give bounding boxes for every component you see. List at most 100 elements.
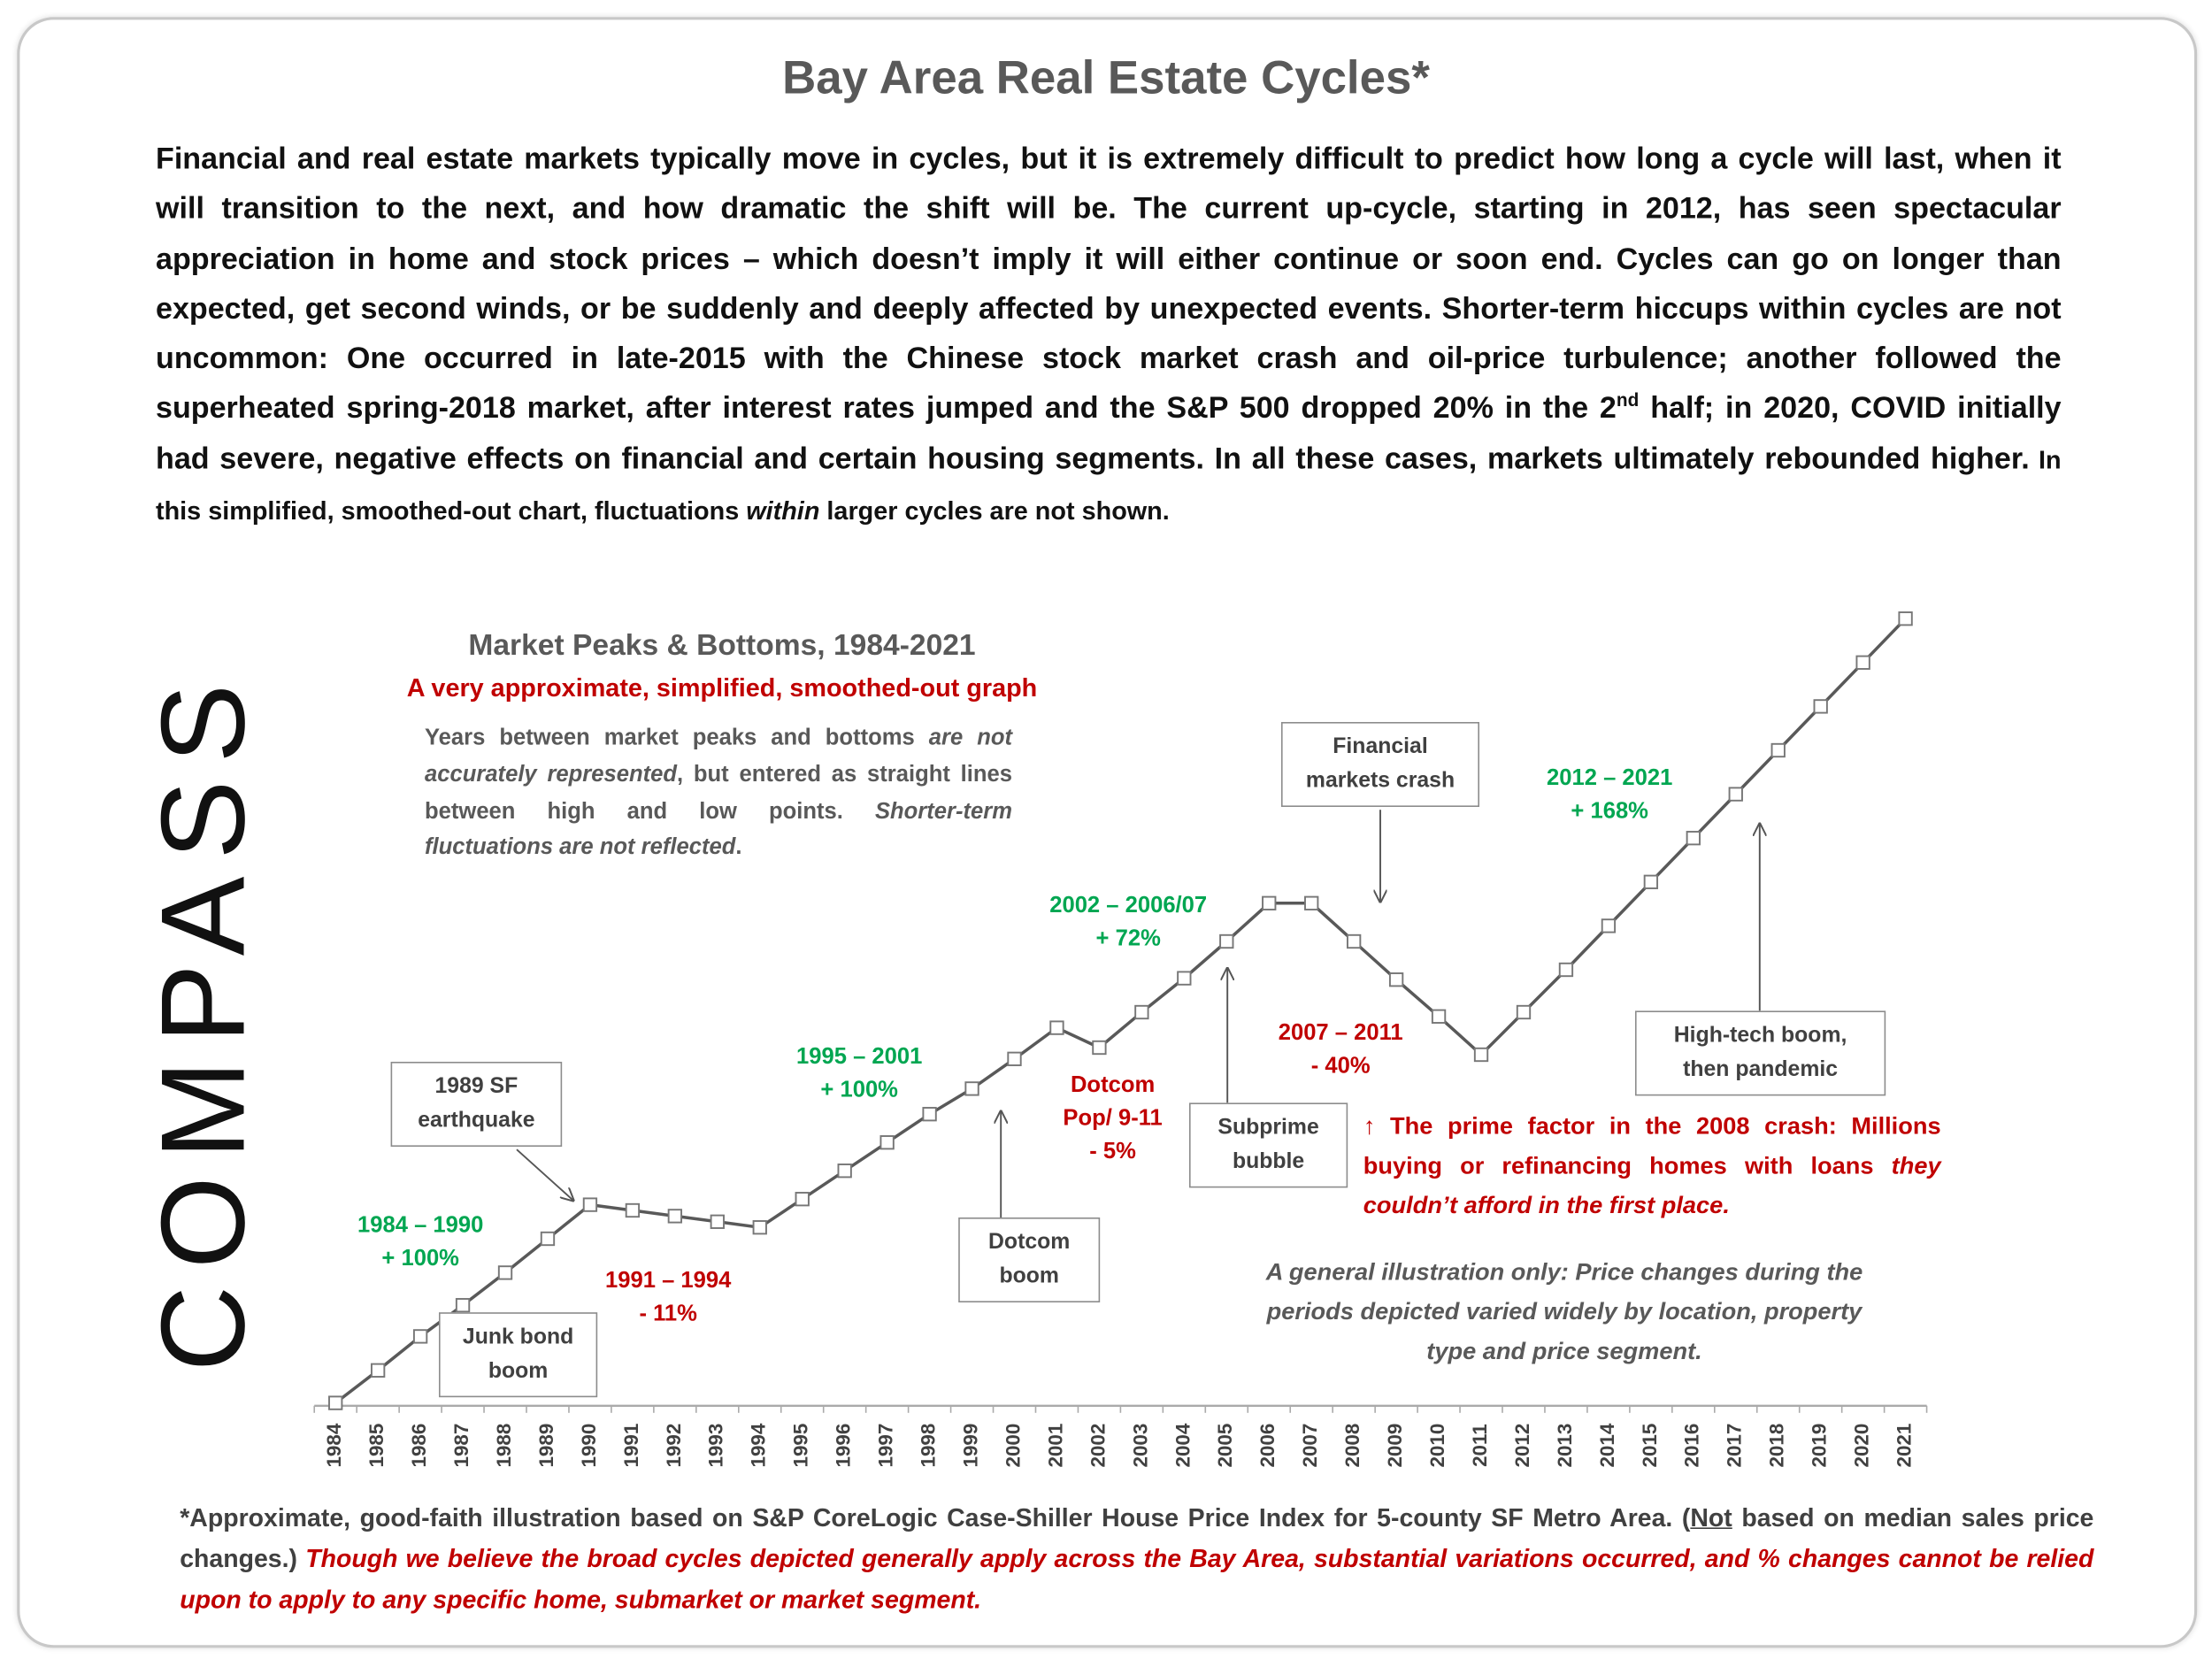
x-tick-label: 2008 (1341, 1424, 1363, 1468)
point-marker (1813, 699, 1828, 714)
red-note: ↑ The prime factor in the 2008 crash: Mi… (1363, 1107, 1941, 1225)
point-marker (1855, 655, 1870, 670)
x-tick-label: 2012 (1511, 1424, 1533, 1468)
note-text: ↑ The prime factor in the 2008 crash: Mi… (1363, 1112, 1941, 1179)
x-tick-label: 2002 (1087, 1424, 1109, 1468)
period-label: 1991 – 1994 (605, 1268, 732, 1293)
note-emphasis: they couldn’t afford in the first place. (1363, 1152, 1941, 1218)
event-box: 1989 SF earthquake (390, 1062, 563, 1147)
point-marker (1431, 1009, 1447, 1024)
point-marker (1347, 933, 1362, 949)
x-tick-label: 2003 (1129, 1424, 1151, 1468)
event-label: boom (999, 1263, 1059, 1288)
event-label: bubble (1232, 1149, 1305, 1174)
period-label: 1984 – 1990 (357, 1212, 483, 1237)
event-box: Junk bond boom (439, 1312, 598, 1398)
event-box: High-tech boom, then pandemic (1635, 1010, 1886, 1096)
x-tick-label: 2011 (1469, 1424, 1491, 1467)
footnote-underline: Not (1690, 1503, 1732, 1532)
x-tick-label: 2009 (1384, 1424, 1406, 1468)
point-marker (1262, 895, 1277, 910)
x-tick-label: 1998 (918, 1424, 940, 1468)
x-tick-label: 1986 (408, 1424, 430, 1468)
x-tick-label: 2020 (1851, 1424, 1873, 1468)
footnote-text: based on median sales price changes.) (180, 1503, 2094, 1573)
period-label: - 5% (1089, 1139, 1136, 1164)
x-tick-label: 2018 (1766, 1424, 1788, 1468)
period-label: 2007 – 2011 (1279, 1020, 1403, 1045)
intro: Financial and real estate markets typica… (156, 134, 2062, 537)
x-tick-label: 1997 (875, 1424, 897, 1468)
intro-emphasis: within (746, 496, 820, 526)
event-label: markets crash (1305, 768, 1455, 793)
superscript: nd (1616, 389, 1640, 411)
x-tick-label: 1996 (833, 1424, 855, 1468)
intro-text: half; in 2020, COVID initially had sever… (156, 391, 2062, 476)
note-text: , but entered as straight lines between … (425, 763, 1012, 824)
point-marker (1686, 831, 1701, 846)
x-tick-label: 1984 (323, 1423, 345, 1467)
arrow (516, 1148, 573, 1201)
point-marker (1134, 1004, 1149, 1020)
intro-text: Financial and real estate markets typica… (156, 142, 2062, 426)
period-label: Dotcom (1071, 1072, 1155, 1097)
event-label: Financial (1333, 734, 1428, 759)
point-marker (667, 1209, 683, 1224)
x-tick-label: 2017 (1724, 1424, 1746, 1468)
x-tick-label: 1992 (663, 1424, 685, 1468)
event-label: High-tech boom, (1673, 1023, 1847, 1048)
point-marker (370, 1363, 386, 1378)
intro-text: larger cycles are not shown. (819, 496, 1170, 526)
gray-note: A general illustration only: Price chang… (1265, 1258, 1863, 1365)
x-tick-label: 1985 (365, 1424, 388, 1468)
note-text: Years between market peaks and bottoms (425, 726, 929, 750)
event-label: earthquake (418, 1108, 535, 1133)
note-emphasis: Shorter-term fluctuations are not reflec… (425, 799, 1012, 860)
event-label: boom (488, 1359, 549, 1384)
event-box: Financial markets crash (1281, 722, 1479, 807)
x-tick-label: 2001 (1044, 1424, 1066, 1468)
x-tick-label: 1990 (578, 1424, 600, 1468)
event-label: then pandemic (1683, 1057, 1839, 1082)
footnote-disclaimer: Though we believe the broad cycles depic… (180, 1544, 2094, 1614)
x-tick-label: 1994 (748, 1423, 770, 1467)
point-marker (1473, 1047, 1489, 1063)
x-tick-label: 2000 (1002, 1424, 1024, 1468)
point-marker (455, 1298, 471, 1313)
event-label: 1989 SF (434, 1074, 518, 1099)
x-tick-label: 1988 (493, 1424, 515, 1468)
point-marker (1304, 895, 1319, 910)
period-label: Pop/ 9-11 (1063, 1106, 1162, 1131)
point-marker (1516, 1004, 1532, 1020)
logo: COMPASS (137, 667, 270, 1372)
point-marker (795, 1192, 810, 1207)
frame (17, 17, 2198, 1648)
point-marker (922, 1107, 937, 1122)
intro-text: In this simplified, smoothed-out chart, … (156, 445, 2062, 526)
point-marker (1728, 787, 1743, 802)
x-tick-label: 2016 (1681, 1424, 1703, 1468)
x-tick-label: 1991 (620, 1424, 642, 1468)
note-text: . (735, 835, 742, 860)
point-marker (1388, 972, 1404, 987)
point-marker (497, 1265, 513, 1280)
point-marker (1219, 933, 1234, 949)
point-marker (879, 1135, 895, 1150)
page-title: Bay Area Real Estate Cycles* (782, 50, 1430, 104)
point-marker (710, 1214, 725, 1229)
event-label: Dotcom (988, 1230, 1071, 1255)
note-emphasis: are not accurately represented (425, 726, 1013, 787)
point-marker (1898, 611, 1913, 626)
period-label: 2002 – 2006/07 (1049, 893, 1207, 918)
point-marker (1049, 1020, 1064, 1035)
point-marker (582, 1197, 598, 1212)
x-tick-label: 2013 (1554, 1424, 1576, 1468)
point-marker (540, 1231, 556, 1247)
period-label: - 40% (1311, 1053, 1371, 1078)
x-tick-label: 1989 (535, 1424, 557, 1468)
x-tick-label: 2007 (1299, 1424, 1321, 1468)
x-tick-label: 1987 (450, 1424, 472, 1468)
